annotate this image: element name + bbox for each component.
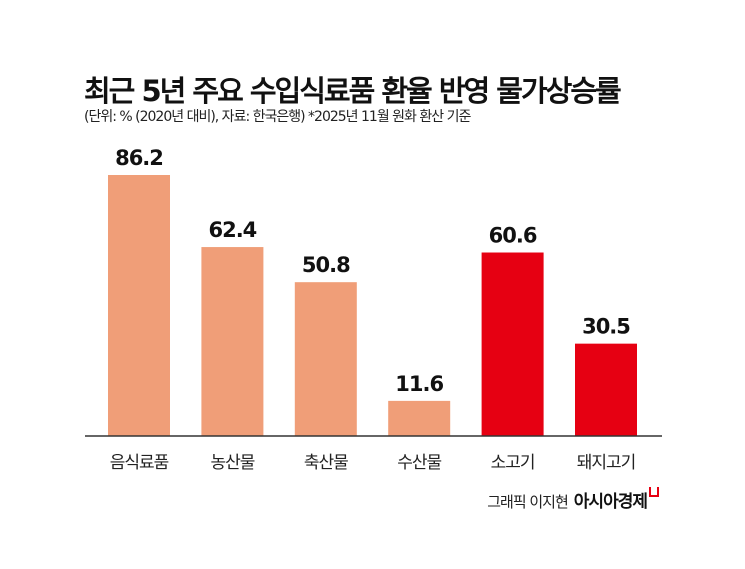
data-label: 30.5 [582,315,630,339]
category-label: 수산물 [397,453,441,473]
bar [481,252,544,436]
credit: 그래픽 이지현 아시아경제 [487,487,659,512]
brand-mark-icon [649,487,659,497]
data-label: 50.8 [302,253,350,277]
data-label: 60.6 [489,224,537,248]
category-label: 음식료품 [110,453,169,473]
category-label: 소고기 [491,453,535,473]
brand-logo: 아시아경제 [573,492,648,512]
bar [575,343,637,436]
chart-subtitle: (단위: % (2020년 대비), 자료: 한국은행) *2025년 11월 … [84,109,471,125]
bar [388,400,451,436]
bar [294,282,357,436]
author-credit: 그래픽 이지현 [487,493,569,511]
category-label: 축산물 [304,453,348,473]
data-label: 11.6 [395,372,443,396]
bar [201,247,264,436]
category-label: 돼지고기 [577,453,636,473]
category-label: 농산물 [210,453,254,473]
data-label: 86.2 [115,146,163,170]
chart-title: 최근 5년 주요 수입식료품 환율 반영 물가상승률 [84,74,622,108]
data-label: 62.4 [208,218,256,242]
bar [108,175,170,436]
